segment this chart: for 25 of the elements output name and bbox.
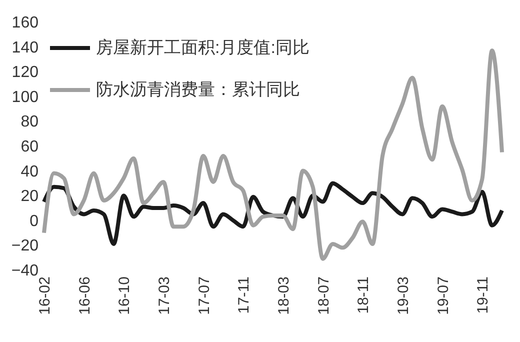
legend-label: 房屋新开工面积:月度值:同比	[96, 38, 310, 57]
y-tick-label: 80	[20, 114, 39, 131]
x-tick-label: 18-07	[315, 276, 332, 315]
x-tick-label: 17-07	[196, 276, 213, 315]
y-tick-label: 20	[20, 188, 39, 206]
y-tick-label: 100	[12, 88, 39, 106]
x-tick-label: 18-03	[275, 276, 292, 315]
x-tick-label: 19-07	[434, 276, 452, 315]
x-tick-label: 19-11	[474, 276, 492, 314]
y-tick-label: 160	[12, 14, 39, 32]
x-tick-label: 18-11	[355, 276, 372, 314]
x-tick-label: 16-10	[116, 276, 134, 315]
x-tick-label: 16-02	[36, 276, 54, 315]
legend-label: 防水沥青消费量：累计同比	[96, 80, 300, 99]
y-tick-label: 40	[20, 163, 39, 180]
x-tick-label: 17-03	[156, 276, 173, 315]
x-tick-label: 17-11	[236, 276, 253, 314]
y-tick-label: 60	[20, 138, 39, 156]
y-tick-label: 0	[30, 212, 39, 230]
y-tick-label: 140	[12, 39, 39, 56]
y-tick-label: −40	[11, 262, 39, 280]
y-tick-label: −20	[11, 238, 39, 255]
x-tick-label: 16-06	[76, 276, 94, 315]
x-tick-label: 19-03	[394, 276, 412, 315]
y-tick-label: 120	[12, 64, 39, 82]
